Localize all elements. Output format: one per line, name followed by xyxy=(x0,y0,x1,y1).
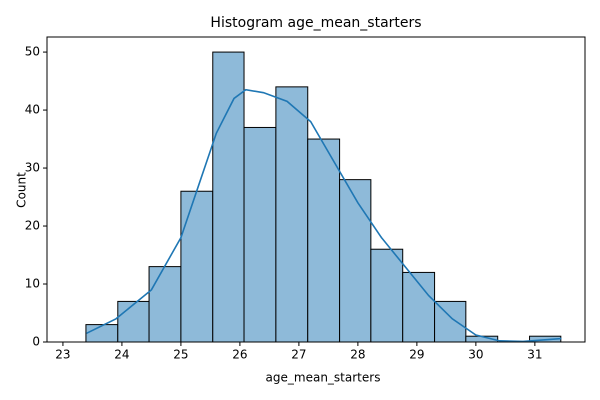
bar xyxy=(275,86,309,343)
bar xyxy=(117,300,150,343)
x-axis-label: age_mean_starters xyxy=(266,371,381,385)
x-tick-label: 23 xyxy=(55,348,70,362)
x-tick-label: 28 xyxy=(350,348,365,362)
plot-frame xyxy=(46,36,586,343)
bar xyxy=(148,266,182,343)
x-tick-label: 31 xyxy=(527,348,542,362)
bar xyxy=(307,138,341,343)
y-tick-label: 0 xyxy=(32,335,40,349)
bar xyxy=(180,190,214,343)
kde-line xyxy=(86,88,562,343)
y-tick-label: 50 xyxy=(25,45,40,59)
bar xyxy=(370,248,404,343)
y-axis-label: Count xyxy=(15,172,29,208)
x-tick-label: 24 xyxy=(114,348,129,362)
y-tick-label: 30 xyxy=(25,161,40,175)
x-tick-label: 27 xyxy=(291,348,306,362)
bar xyxy=(434,300,467,343)
chart-title: Histogram age_mean_starters xyxy=(210,15,421,31)
x-tick-label: 30 xyxy=(468,348,483,362)
bar xyxy=(243,126,277,343)
bar xyxy=(339,179,372,343)
y-tick-label: 20 xyxy=(25,219,40,233)
x-tick-label: 26 xyxy=(232,348,247,362)
y-tick-label: 10 xyxy=(25,277,40,291)
bar xyxy=(85,324,119,343)
bar xyxy=(212,51,245,343)
y-tick-label: 40 xyxy=(25,103,40,117)
x-tick-label: 25 xyxy=(173,348,188,362)
x-tick-label: 29 xyxy=(409,348,424,362)
